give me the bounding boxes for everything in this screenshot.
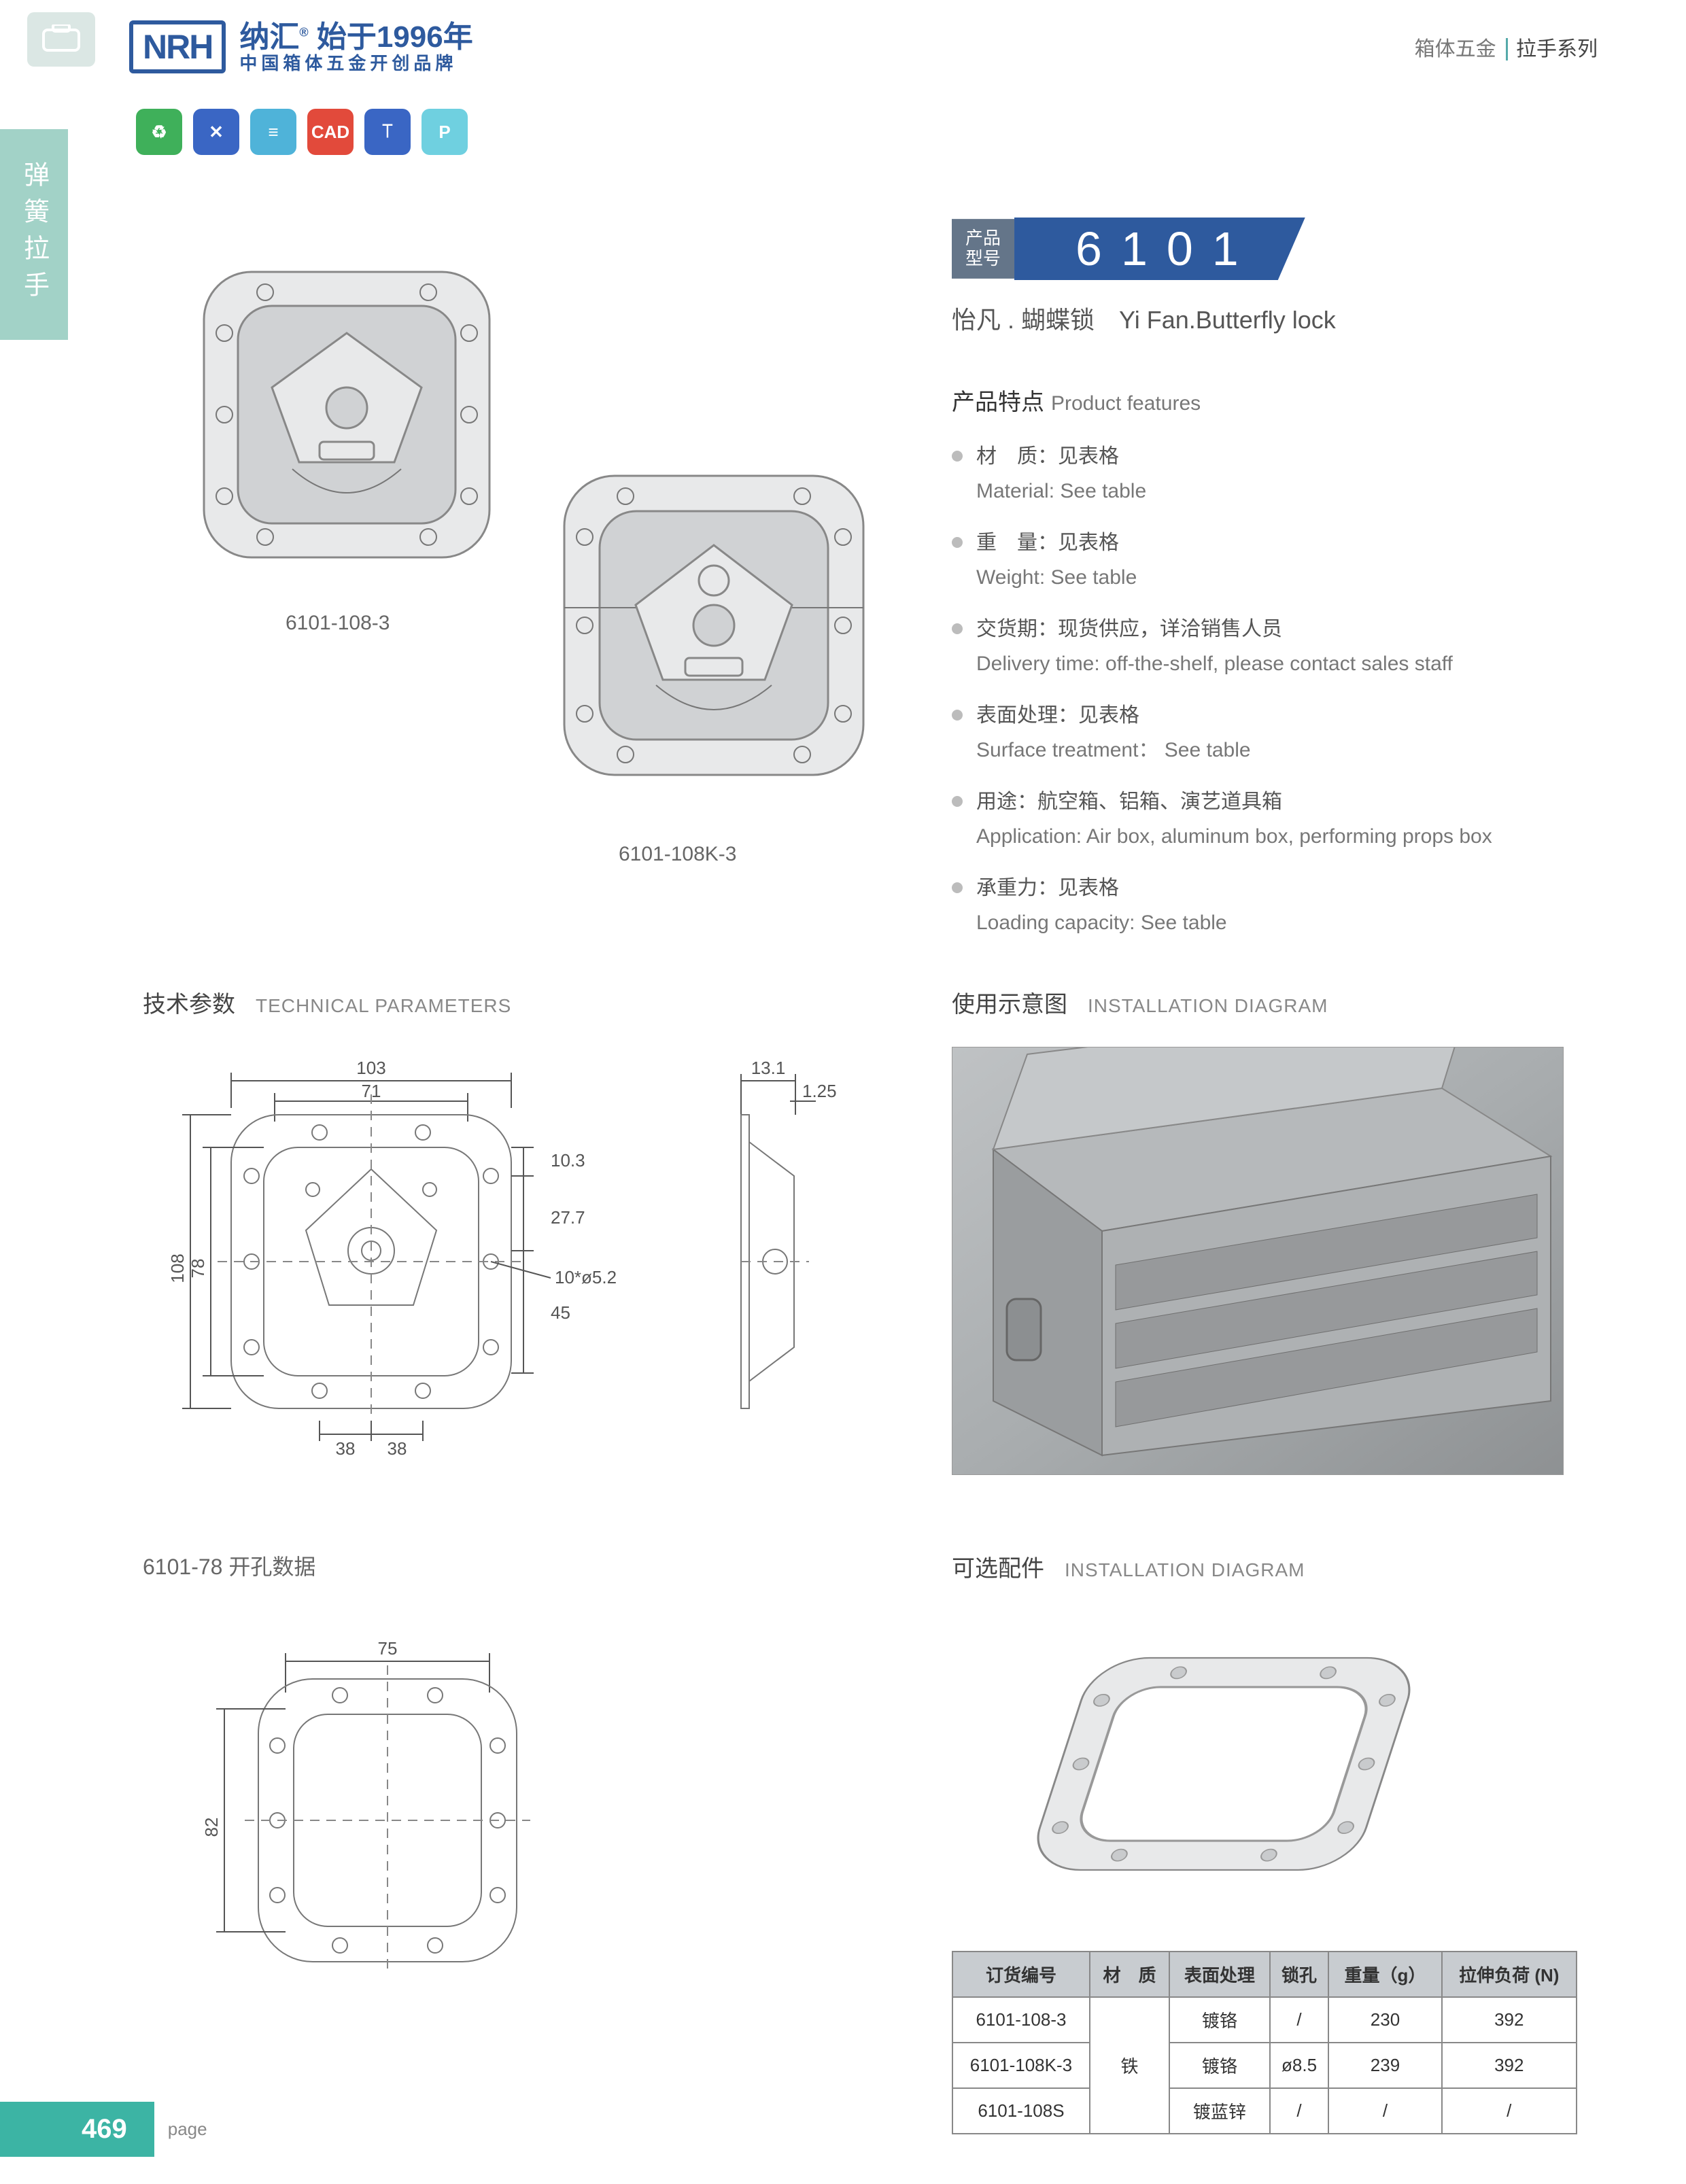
table-cell: 镀铬: [1169, 1997, 1270, 2043]
table-header: 拉伸负荷 (N): [1442, 1952, 1577, 1997]
feature-item: 表面处理：见表格Surface treatment： See table: [952, 700, 1570, 766]
table-cell: ø8.5: [1270, 2043, 1329, 2088]
attr-icon: ≡: [250, 109, 296, 155]
table-cell: /: [1270, 2088, 1329, 2134]
attr-icon: ⟙: [364, 109, 411, 155]
table-row: 6101-108K-3 镀铬ø8.5239392: [952, 2043, 1577, 2088]
technical-drawing-main: 103 71: [143, 1047, 891, 1495]
table-row: 6101-108-3铁镀铬/230392: [952, 1997, 1577, 2043]
product-images: 6101-108-3: [143, 224, 904, 836]
svg-text:78: 78: [188, 1259, 208, 1279]
svg-text:10*ø5.2: 10*ø5.2: [555, 1267, 617, 1287]
svg-text:75: 75: [378, 1638, 398, 1659]
table-cell: 6101-108K-3: [952, 2043, 1090, 2088]
logo-mark: NRH: [129, 20, 226, 73]
breadcrumb: 箱体五金 拉手系列: [1415, 32, 1598, 62]
table-cell: 239: [1328, 2043, 1441, 2088]
installation-photo: [952, 1047, 1564, 1475]
svg-text:82: 82: [201, 1818, 222, 1837]
table-header: 重量（g）: [1328, 1952, 1441, 1997]
table-cell: 镀铬: [1169, 2043, 1270, 2088]
model-badge: 产品型号: [952, 219, 1014, 279]
table-header-row: 订货编号材 质表面处理锁孔重量（g）拉伸负荷 (N): [952, 1952, 1577, 1997]
table-header: 订货编号: [952, 1952, 1090, 1997]
technical-drawing-cutout: 75 82: [177, 1618, 653, 2060]
svg-text:45: 45: [551, 1302, 570, 1323]
brand-year: 始于1996年: [317, 20, 473, 54]
svg-text:27.7: 27.7: [551, 1207, 585, 1228]
brand-tagline: 中国箱体五金开创品牌: [239, 54, 472, 73]
breadcrumb-2: 拉手系列: [1506, 38, 1598, 60]
svg-text:10.3: 10.3: [551, 1150, 585, 1171]
product-label-1: 6101-108-3: [286, 612, 390, 635]
features-list: 材 质：见表格Material: See table 重 量：见表格Weight:…: [952, 441, 1570, 939]
attribute-icons: ♻✕≡CAD⟙P: [136, 109, 468, 155]
svg-text:103: 103: [356, 1058, 385, 1078]
category-icon: [27, 12, 95, 67]
feature-item: 重 量：见表格Weight: See table: [952, 527, 1570, 593]
tech-params-title: 技术参数TECHNICAL PARAMETERS: [143, 986, 511, 1019]
table-cell: 392: [1442, 1997, 1577, 2043]
attr-icon: CAD: [307, 109, 354, 155]
table-row: 6101-108S镀蓝锌///: [952, 2088, 1577, 2134]
page-label: page: [168, 2119, 207, 2140]
table-cell: 230: [1328, 1997, 1441, 2043]
svg-text:108: 108: [167, 1253, 188, 1283]
svg-text:38: 38: [388, 1438, 407, 1459]
optional-part-image: [972, 1618, 1475, 1910]
feature-item: 交货期：现货供应，详洽销售人员Delivery time: off-the-sh…: [952, 614, 1570, 680]
table-cell: 6101-108S: [952, 2088, 1090, 2134]
cutout-title: 6101-78 开孔数据: [143, 1550, 315, 1581]
table-cell: /: [1270, 1997, 1329, 2043]
table-cell: 铁: [1090, 1997, 1169, 2134]
table-cell: 镀蓝锌: [1169, 2088, 1270, 2134]
svg-text:1.25: 1.25: [802, 1081, 837, 1101]
table-header: 锁孔: [1270, 1952, 1329, 1997]
install-diagram-title: 使用示意图INSTALLATION DIAGRAM: [952, 986, 1328, 1019]
side-tab: 弹簧拉手: [0, 129, 68, 340]
feature-item: 材 质：见表格Material: See table: [952, 441, 1570, 507]
table-header: 表面处理: [1169, 1952, 1270, 1997]
product-label-2: 6101-108K-3: [619, 843, 736, 866]
attr-icon: ♻: [136, 109, 182, 155]
table-header: 材 质: [1090, 1952, 1169, 1997]
model-number: 6101: [1014, 218, 1305, 280]
product-name: 怡凡 . 蝴蝶锁 Yi Fan.Butterfly lock: [952, 300, 1570, 336]
table-cell: 392: [1442, 2043, 1577, 2088]
table-cell: 6101-108-3: [952, 1997, 1090, 2043]
svg-text:13.1: 13.1: [751, 1058, 786, 1078]
feature-item: 用途：航空箱、铝箱、演艺道具箱Application: Air box, alu…: [952, 786, 1570, 852]
features-title: 产品特点Product features: [952, 383, 1570, 417]
table-cell: /: [1442, 2088, 1577, 2134]
spec-table: 订货编号材 质表面处理锁孔重量（g）拉伸负荷 (N) 6101-108-3铁镀铬…: [952, 1951, 1577, 2134]
page-number: 469: [0, 2102, 154, 2157]
logo-block: NRH 纳汇® 始于1996年 中国箱体五金开创品牌: [129, 20, 473, 73]
model-row: 产品型号 6101: [952, 218, 1570, 280]
brand-name-cn: 纳汇: [239, 20, 299, 54]
page-footer: 469 page: [0, 2102, 207, 2157]
breadcrumb-1: 箱体五金: [1415, 38, 1496, 60]
feature-item: 承重力：见表格Loading capacity: See table: [952, 873, 1570, 939]
attr-icon: ✕: [193, 109, 239, 155]
attr-icon: P: [422, 109, 468, 155]
svg-text:38: 38: [336, 1438, 356, 1459]
optional-parts-title: 可选配件INSTALLATION DIAGRAM: [952, 1550, 1305, 1583]
table-cell: /: [1328, 2088, 1441, 2134]
